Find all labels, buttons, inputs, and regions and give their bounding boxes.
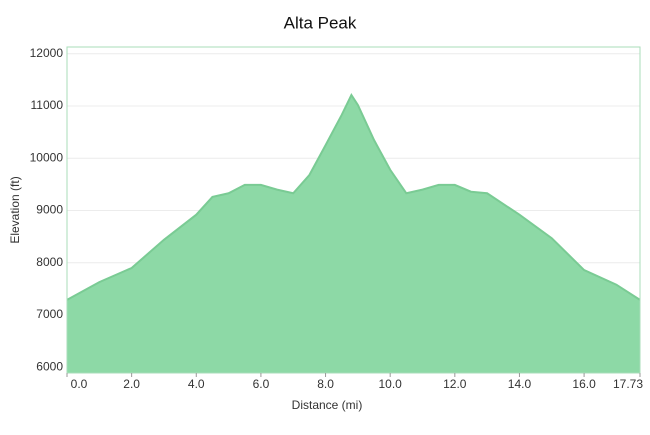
x-tick-label: 2.0 — [123, 377, 140, 391]
x-tick-label: 4.0 — [188, 377, 205, 391]
y-axis-label: Elevation (ft) — [8, 176, 22, 243]
x-tick-label: 8.0 — [317, 377, 334, 391]
x-axis-label: Distance (mi) — [292, 398, 363, 412]
y-tick-label: 7000 — [36, 307, 63, 321]
x-tick-label: 6.0 — [253, 377, 270, 391]
y-tick-label: 9000 — [36, 203, 63, 217]
elevation-area — [67, 95, 640, 374]
x-tick-label: 17.73 — [613, 377, 643, 391]
chart-title: Alta Peak — [284, 13, 357, 32]
x-tick-label: 12.0 — [443, 377, 467, 391]
x-tick-label: 16.0 — [572, 377, 596, 391]
x-tick-label: 14.0 — [508, 377, 532, 391]
y-tick-label: 6000 — [36, 359, 63, 373]
y-tick-label: 11000 — [31, 98, 64, 112]
x-tick-label: 10.0 — [379, 377, 403, 391]
y-tick-label: 10000 — [30, 150, 64, 164]
plot-frame — [66, 46, 641, 374]
elevation-line — [66, 93, 641, 301]
y-tick-label: 12000 — [30, 46, 64, 60]
y-tick-label: 8000 — [36, 255, 63, 269]
x-tick-label: 0.0 — [71, 377, 88, 391]
